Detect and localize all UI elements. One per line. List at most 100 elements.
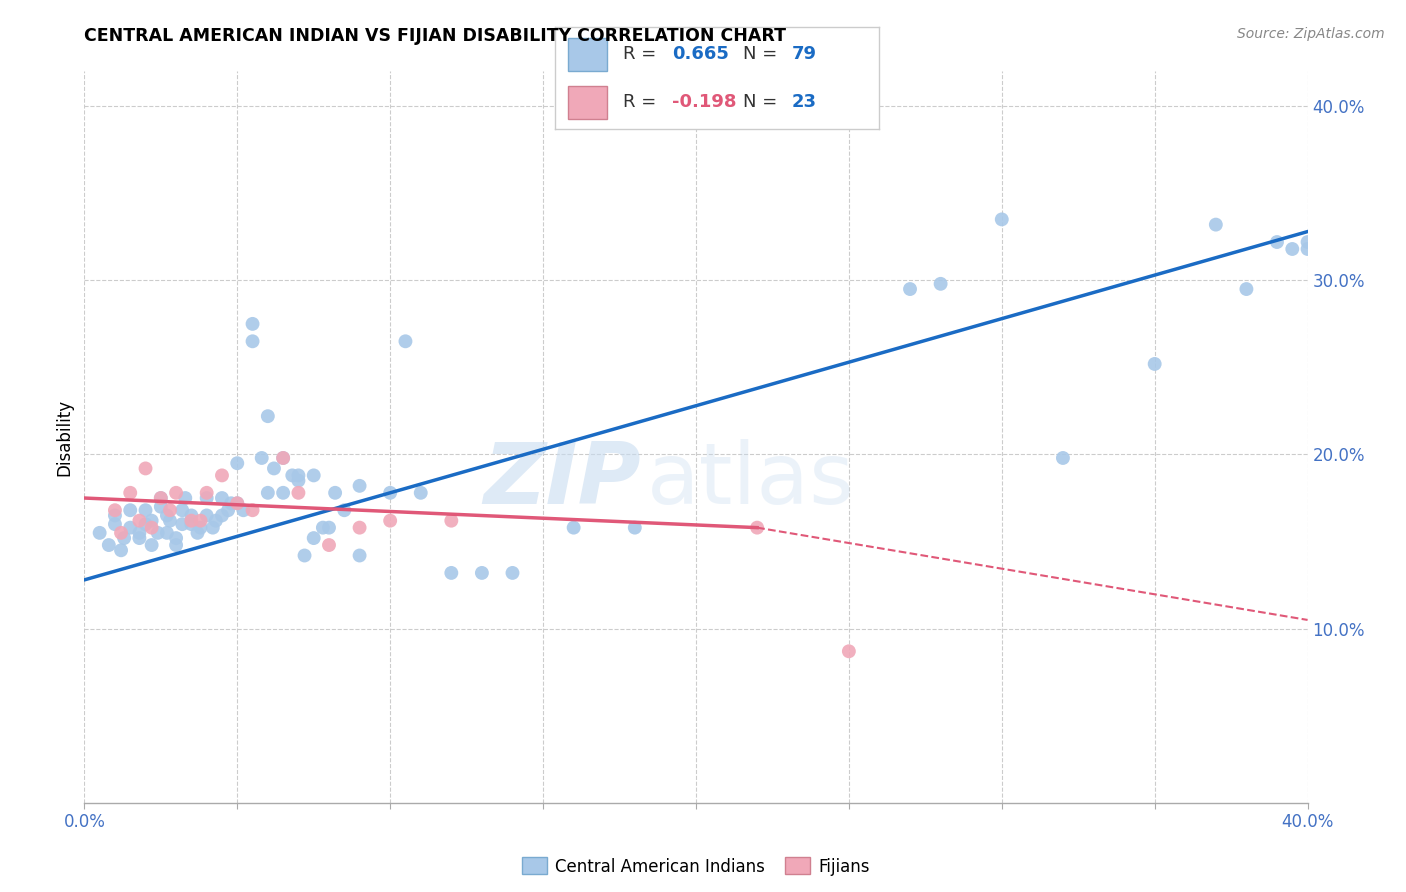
Point xyxy=(318,521,340,535)
Point xyxy=(141,538,163,552)
Point xyxy=(159,503,181,517)
Point xyxy=(156,508,179,523)
Point xyxy=(97,538,120,552)
Point xyxy=(380,485,402,500)
Point xyxy=(165,531,187,545)
Point xyxy=(156,525,179,540)
Point xyxy=(287,474,309,488)
Point xyxy=(323,485,346,500)
Point xyxy=(1052,450,1074,465)
Text: atlas: atlas xyxy=(647,440,855,523)
Point xyxy=(180,514,202,528)
Point xyxy=(180,517,202,532)
Point xyxy=(409,485,432,500)
Point xyxy=(242,503,264,517)
Point xyxy=(195,508,218,523)
Point xyxy=(302,468,325,483)
Point xyxy=(991,212,1014,227)
Point xyxy=(898,282,921,296)
FancyBboxPatch shape xyxy=(568,38,607,70)
Point xyxy=(195,491,218,505)
Legend: Central American Indians, Fijians: Central American Indians, Fijians xyxy=(515,851,877,882)
Point xyxy=(250,450,273,465)
Point xyxy=(263,461,285,475)
Point xyxy=(135,461,157,475)
Point xyxy=(394,334,416,349)
Point xyxy=(190,514,212,528)
Point xyxy=(624,521,647,535)
Point xyxy=(141,514,163,528)
Point xyxy=(242,334,264,349)
Text: 23: 23 xyxy=(792,93,817,112)
Point xyxy=(149,491,172,505)
Point xyxy=(104,517,127,532)
Point xyxy=(211,491,233,505)
Point xyxy=(120,503,142,517)
Point xyxy=(257,485,280,500)
Point xyxy=(257,409,280,424)
Point xyxy=(271,450,294,465)
Text: -0.198: -0.198 xyxy=(672,93,737,112)
Point xyxy=(1281,242,1303,256)
Point xyxy=(1296,242,1319,256)
Point xyxy=(1236,282,1258,296)
Point xyxy=(287,468,309,483)
Point xyxy=(1296,235,1319,249)
Point xyxy=(174,491,197,505)
Point xyxy=(440,514,463,528)
Point xyxy=(217,503,239,517)
Point xyxy=(232,503,254,517)
Point xyxy=(205,514,228,528)
Point xyxy=(211,508,233,523)
Point xyxy=(190,521,212,535)
Point xyxy=(562,521,585,535)
Text: R =: R = xyxy=(623,45,662,63)
Point xyxy=(172,503,194,517)
Point xyxy=(186,525,208,540)
Point xyxy=(349,479,371,493)
Point xyxy=(1205,218,1227,232)
Point xyxy=(287,485,309,500)
Point xyxy=(165,538,187,552)
Point xyxy=(141,521,163,535)
Point xyxy=(929,277,952,291)
Point xyxy=(318,538,340,552)
Point xyxy=(226,496,249,510)
Text: N =: N = xyxy=(742,45,783,63)
Point xyxy=(226,456,249,470)
Text: ZIP: ZIP xyxy=(484,440,641,523)
Text: 79: 79 xyxy=(792,45,817,63)
Point xyxy=(440,566,463,580)
Point xyxy=(110,525,132,540)
Point xyxy=(89,525,111,540)
Y-axis label: Disability: Disability xyxy=(55,399,73,475)
Point xyxy=(180,508,202,523)
Text: 0.665: 0.665 xyxy=(672,45,728,63)
Point xyxy=(502,566,524,580)
Text: CENTRAL AMERICAN INDIAN VS FIJIAN DISABILITY CORRELATION CHART: CENTRAL AMERICAN INDIAN VS FIJIAN DISABI… xyxy=(84,27,786,45)
Point xyxy=(747,521,769,535)
Point xyxy=(112,531,135,545)
Point xyxy=(281,468,304,483)
Point xyxy=(294,549,316,563)
Point xyxy=(838,644,860,658)
Point xyxy=(159,514,181,528)
Point xyxy=(349,521,371,535)
Point xyxy=(312,521,335,535)
Point xyxy=(471,566,494,580)
FancyBboxPatch shape xyxy=(568,87,607,119)
Point xyxy=(302,531,325,545)
Point xyxy=(201,521,224,535)
Point xyxy=(1143,357,1166,371)
Point xyxy=(120,521,142,535)
Point xyxy=(349,549,371,563)
Point xyxy=(128,525,150,540)
Point xyxy=(128,531,150,545)
Text: R =: R = xyxy=(623,93,662,112)
Point xyxy=(120,485,142,500)
Point xyxy=(146,525,169,540)
Text: N =: N = xyxy=(742,93,783,112)
Point xyxy=(165,485,187,500)
Point xyxy=(271,450,294,465)
Text: Source: ZipAtlas.com: Source: ZipAtlas.com xyxy=(1237,27,1385,41)
